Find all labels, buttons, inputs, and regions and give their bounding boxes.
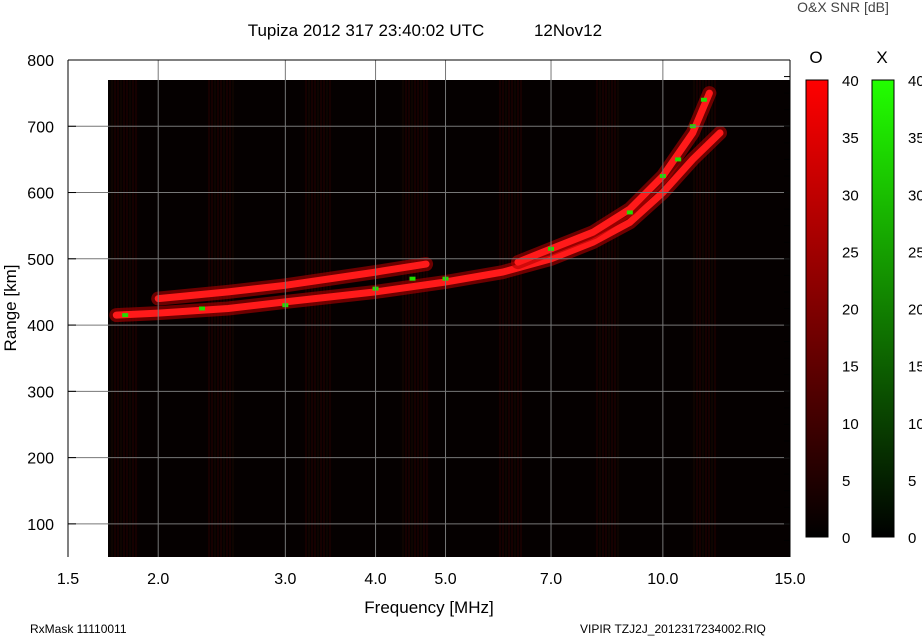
colorbar-title: O&X SNR [dB]: [797, 0, 889, 15]
x-echo-point: [675, 157, 682, 162]
colorbar-label-O: O: [809, 48, 822, 67]
colorbar-O: [805, 79, 829, 538]
y-tick-label: 800: [27, 53, 54, 70]
x-echo-point: [626, 210, 633, 215]
x-tick-label: 3.0: [274, 571, 296, 588]
colorbar-X: [871, 79, 895, 538]
colorbar-tick-label: 35: [908, 130, 922, 147]
date-label: 12Nov12: [534, 21, 602, 40]
colorbar-tick-label: 0: [842, 530, 850, 547]
colorbar-tick-label: 35: [842, 130, 859, 147]
colorbar-tick-label: 30: [908, 187, 922, 204]
y-tick-label: 200: [27, 451, 54, 468]
colorbar-label-X: X: [876, 48, 887, 67]
y-tick-label: 600: [27, 186, 54, 203]
x-tick-label: 7.0: [540, 571, 562, 588]
colorbar-tick-label: 15: [908, 359, 922, 376]
y-tick-label: 700: [27, 119, 54, 136]
colorbar-tick-label: 25: [908, 244, 922, 261]
colorbar-tick-label: 0: [908, 530, 916, 547]
x-tick-label: 1.5: [57, 571, 79, 588]
x-tick-label: 15.0: [774, 571, 805, 588]
colorbar-tick-label: 40: [908, 73, 922, 90]
x-tick-label: 10.0: [647, 571, 678, 588]
colorbar-tick-label: 25: [842, 244, 859, 261]
x-echo-point: [122, 313, 129, 318]
x-echo-point: [409, 276, 416, 281]
x-tick-label: 5.0: [434, 571, 456, 588]
colorbar-tick-label: 10: [842, 416, 859, 433]
colorbar-tick-label: 10: [908, 416, 922, 433]
colorbar-tick-label: 5: [908, 473, 916, 490]
x-axis-label: Frequency [MHz]: [364, 598, 493, 617]
x-tick-label: 2.0: [147, 571, 169, 588]
y-tick-label: 100: [27, 517, 54, 534]
footer-rxmask: RxMask 11110011: [30, 622, 127, 636]
y-tick-label: 300: [27, 384, 54, 401]
y-axis-label: Range [km]: [1, 265, 20, 352]
y-tick-label: 400: [27, 318, 54, 335]
colorbar-tick-label: 30: [842, 187, 859, 204]
y-tick-label: 500: [27, 252, 54, 269]
chart-title: Tupiza 2012 317 23:40:02 UTC: [248, 21, 485, 40]
colorbar-tick-label: 5: [842, 473, 850, 490]
x-tick-label: 4.0: [364, 571, 386, 588]
colorbar-tick-label: 15: [842, 359, 859, 376]
x-echo-point: [199, 306, 206, 311]
x-echo-point: [700, 97, 707, 102]
colorbar-tick-label: 20: [842, 302, 859, 319]
footer-file: VIPIR TZJ2J_2012317234002.RIQ: [580, 622, 766, 636]
colorbar-tick-label: 40: [842, 73, 859, 90]
colorbar-tick-label: 20: [908, 302, 922, 319]
